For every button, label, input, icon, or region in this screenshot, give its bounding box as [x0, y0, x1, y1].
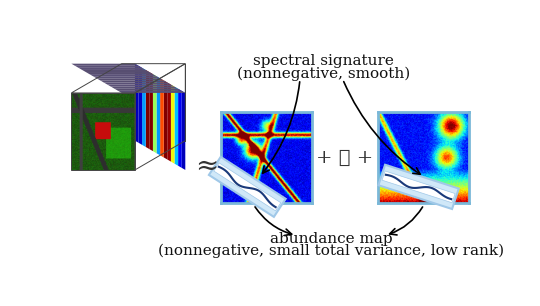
- Text: ≈: ≈: [195, 153, 219, 180]
- Polygon shape: [160, 78, 164, 157]
- Polygon shape: [153, 74, 157, 153]
- Polygon shape: [146, 70, 150, 149]
- Polygon shape: [209, 157, 286, 217]
- Polygon shape: [178, 89, 181, 168]
- Polygon shape: [139, 66, 142, 145]
- Polygon shape: [82, 70, 150, 72]
- Polygon shape: [379, 165, 459, 209]
- Polygon shape: [97, 78, 164, 80]
- Polygon shape: [150, 72, 153, 151]
- Polygon shape: [157, 76, 160, 155]
- Polygon shape: [135, 64, 139, 143]
- Text: spectral signature: spectral signature: [253, 54, 394, 68]
- Polygon shape: [71, 64, 139, 66]
- Text: (nonnegative, small total variance, low rank): (nonnegative, small total variance, low …: [158, 244, 504, 258]
- Polygon shape: [93, 76, 160, 78]
- Polygon shape: [167, 83, 171, 162]
- Text: (nonnegative, smooth): (nonnegative, smooth): [237, 66, 410, 81]
- Polygon shape: [79, 68, 146, 70]
- Polygon shape: [111, 87, 178, 89]
- Polygon shape: [181, 91, 185, 170]
- Polygon shape: [75, 66, 142, 68]
- Polygon shape: [171, 84, 174, 164]
- Polygon shape: [118, 91, 185, 93]
- Text: abundance map: abundance map: [269, 232, 393, 246]
- Polygon shape: [114, 89, 181, 91]
- Polygon shape: [89, 74, 157, 76]
- Polygon shape: [142, 68, 146, 147]
- Polygon shape: [86, 72, 153, 74]
- Polygon shape: [382, 171, 455, 203]
- Polygon shape: [104, 83, 171, 84]
- Text: + ⋯ +: + ⋯ +: [316, 149, 374, 166]
- Polygon shape: [174, 87, 178, 166]
- Polygon shape: [107, 84, 174, 87]
- Polygon shape: [100, 80, 167, 83]
- Polygon shape: [164, 80, 167, 159]
- Polygon shape: [214, 163, 281, 211]
